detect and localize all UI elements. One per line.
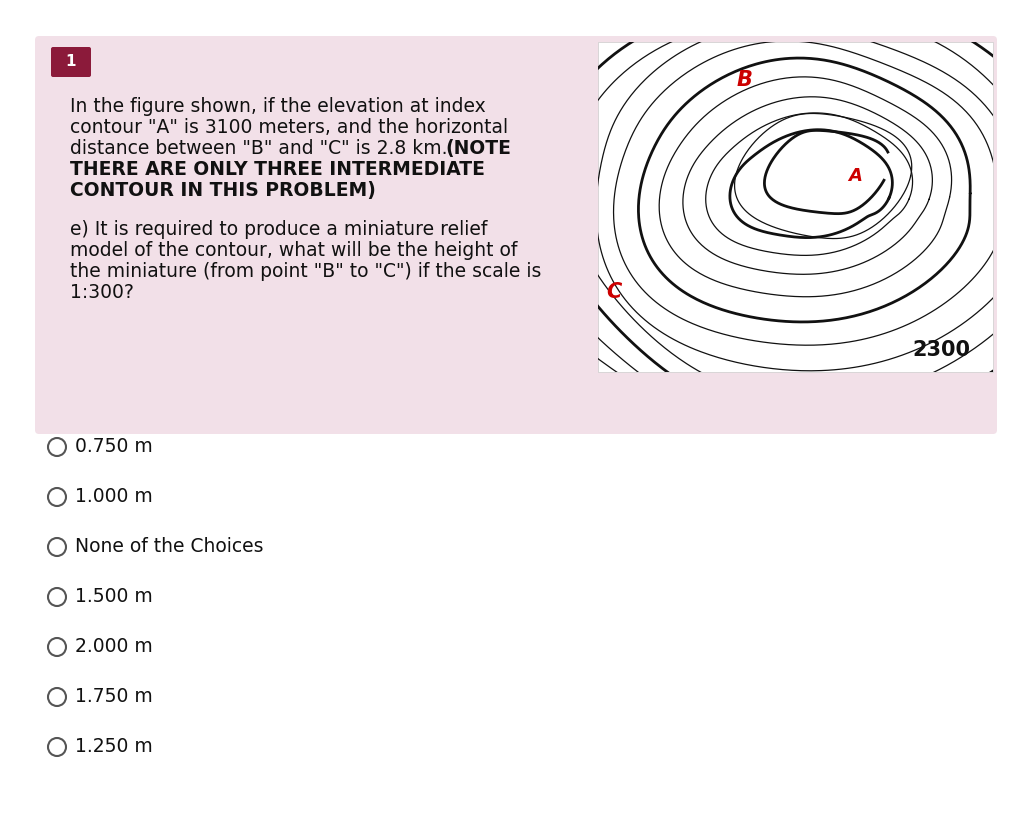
Text: A: A: [848, 167, 862, 185]
Text: CONTOUR IN THIS PROBLEM): CONTOUR IN THIS PROBLEM): [70, 181, 376, 200]
Text: None of the Choices: None of the Choices: [75, 537, 264, 556]
Text: THERE ARE ONLY THREE INTERMEDIATE: THERE ARE ONLY THREE INTERMEDIATE: [70, 160, 484, 179]
Text: distance between "B" and "C" is 2.8 km.: distance between "B" and "C" is 2.8 km.: [70, 139, 453, 158]
Text: (NOTE: (NOTE: [445, 139, 511, 158]
Text: In the figure shown, if the elevation at index: In the figure shown, if the elevation at…: [70, 97, 485, 116]
Text: 1.750 m: 1.750 m: [75, 687, 153, 707]
Text: 0.750 m: 0.750 m: [75, 437, 153, 456]
FancyBboxPatch shape: [598, 42, 993, 372]
Text: 1.500 m: 1.500 m: [75, 587, 153, 607]
Text: contour "A" is 3100 meters, and the horizontal: contour "A" is 3100 meters, and the hori…: [70, 118, 508, 137]
Text: 2.000 m: 2.000 m: [75, 637, 153, 657]
Text: the miniature (from point "B" to "C") if the scale is: the miniature (from point "B" to "C") if…: [70, 262, 541, 281]
Text: 1.250 m: 1.250 m: [75, 737, 153, 757]
FancyBboxPatch shape: [51, 47, 91, 77]
Text: C: C: [607, 282, 621, 302]
FancyBboxPatch shape: [35, 36, 997, 434]
Text: 1:300?: 1:300?: [70, 283, 134, 302]
Text: 1: 1: [66, 55, 77, 70]
Text: model of the contour, what will be the height of: model of the contour, what will be the h…: [70, 241, 518, 260]
Text: B: B: [736, 70, 752, 90]
Text: e) It is required to produce a miniature relief: e) It is required to produce a miniature…: [70, 220, 487, 239]
Text: 2300: 2300: [913, 340, 971, 360]
Text: 1.000 m: 1.000 m: [75, 487, 153, 506]
